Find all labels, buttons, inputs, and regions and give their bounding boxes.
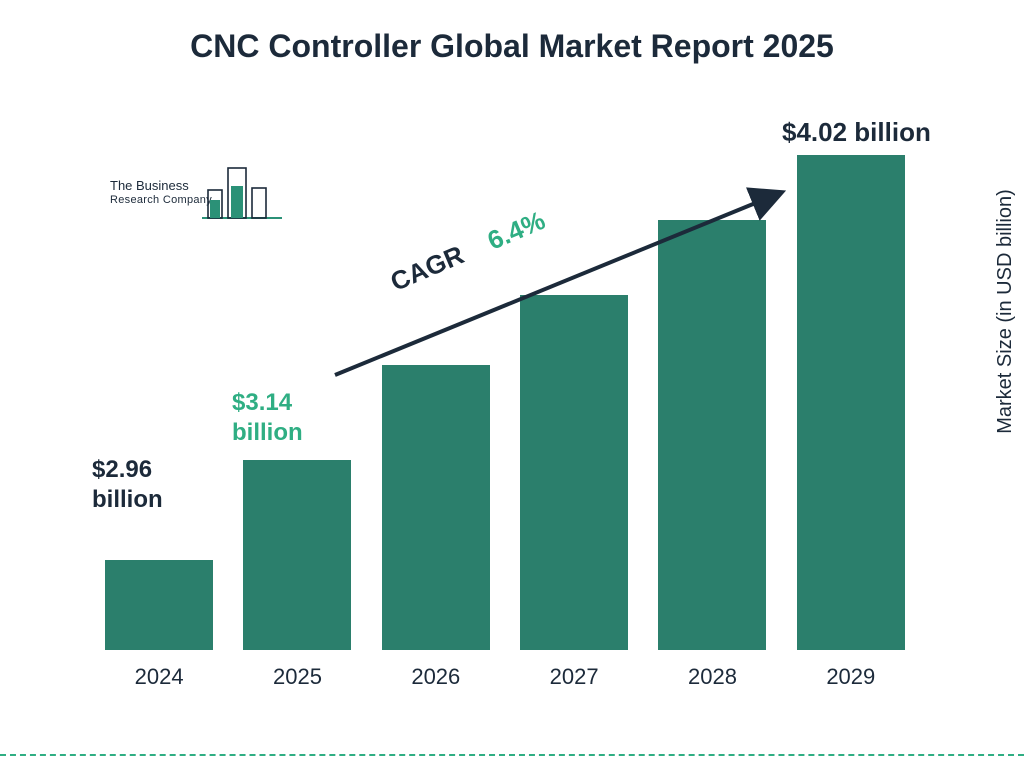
- callout-2024: $2.96 billion: [92, 455, 163, 515]
- bar-2024: [105, 560, 213, 650]
- y-axis-label: Market Size (in USD billion): [995, 189, 1018, 434]
- bar-slot-2025: 2025: [228, 460, 366, 650]
- bar-2026: [382, 365, 490, 650]
- bar-slot-2028: 2028: [643, 220, 781, 650]
- bar-chart: 2024 2025 2026 2027 2028 2029: [90, 130, 920, 690]
- bar-2025: [243, 460, 351, 650]
- bar-slot-2029: 2029: [782, 155, 920, 650]
- chart-title: CNC Controller Global Market Report 2025: [0, 28, 1024, 65]
- x-label-2029: 2029: [826, 664, 875, 690]
- bar-slot-2027: 2027: [505, 295, 643, 650]
- bar-group: 2024 2025 2026 2027 2028 2029: [90, 130, 920, 650]
- callout-2025: $3.14 billion: [232, 388, 303, 448]
- callout-2029: $4.02 billion: [782, 116, 931, 149]
- bar-slot-2026: 2026: [367, 365, 505, 650]
- x-label-2026: 2026: [411, 664, 460, 690]
- bar-2029: [797, 155, 905, 650]
- bottom-divider: [0, 754, 1024, 756]
- bar-2028: [658, 220, 766, 650]
- bar-2027: [520, 295, 628, 650]
- x-label-2024: 2024: [135, 664, 184, 690]
- x-label-2027: 2027: [550, 664, 599, 690]
- x-label-2025: 2025: [273, 664, 322, 690]
- x-label-2028: 2028: [688, 664, 737, 690]
- bar-slot-2024: 2024: [90, 560, 228, 650]
